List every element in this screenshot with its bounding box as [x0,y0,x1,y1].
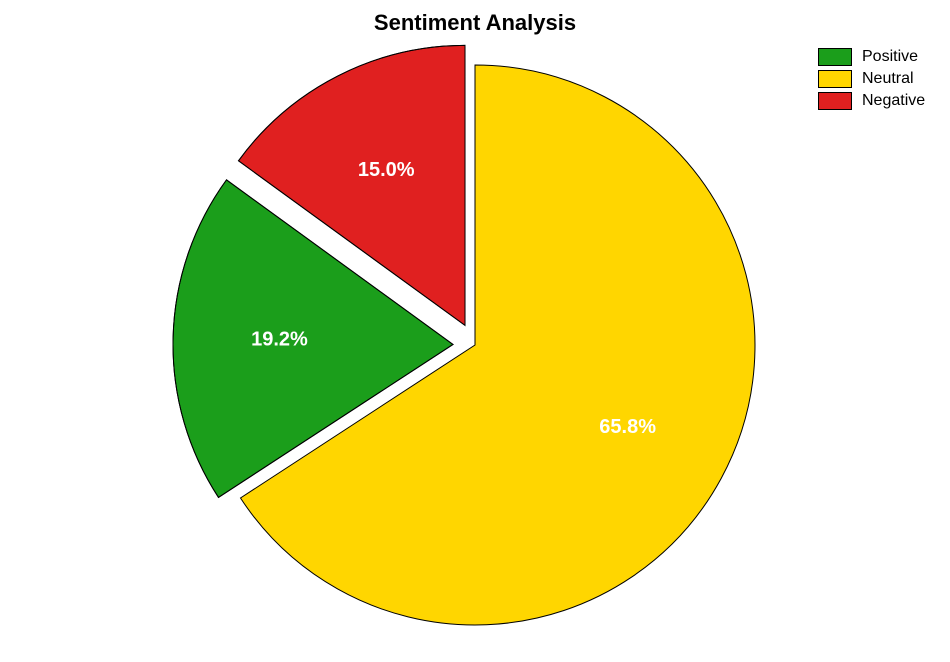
legend-label: Neutral [862,70,914,88]
legend-swatch [818,92,852,110]
legend-swatch [818,48,852,66]
pie-chart: 65.8% 19.2% 15.0% [0,0,950,662]
slice-label-negative: 15.0% [358,159,415,181]
chart-container: Sentiment Analysis 65.8%19.2%15.0% Posit… [0,0,950,662]
legend-item-positive: Positive [818,48,925,66]
legend-item-negative: Negative [818,92,925,110]
legend-label: Positive [862,48,918,66]
legend-swatch [818,70,852,88]
legend-label: Negative [862,92,925,110]
slice-label-neutral: 65.8% [599,416,656,438]
legend: Positive Neutral Negative [818,48,925,114]
slice-label-positive: 19.2% [251,328,308,350]
legend-item-neutral: Neutral [818,70,925,88]
